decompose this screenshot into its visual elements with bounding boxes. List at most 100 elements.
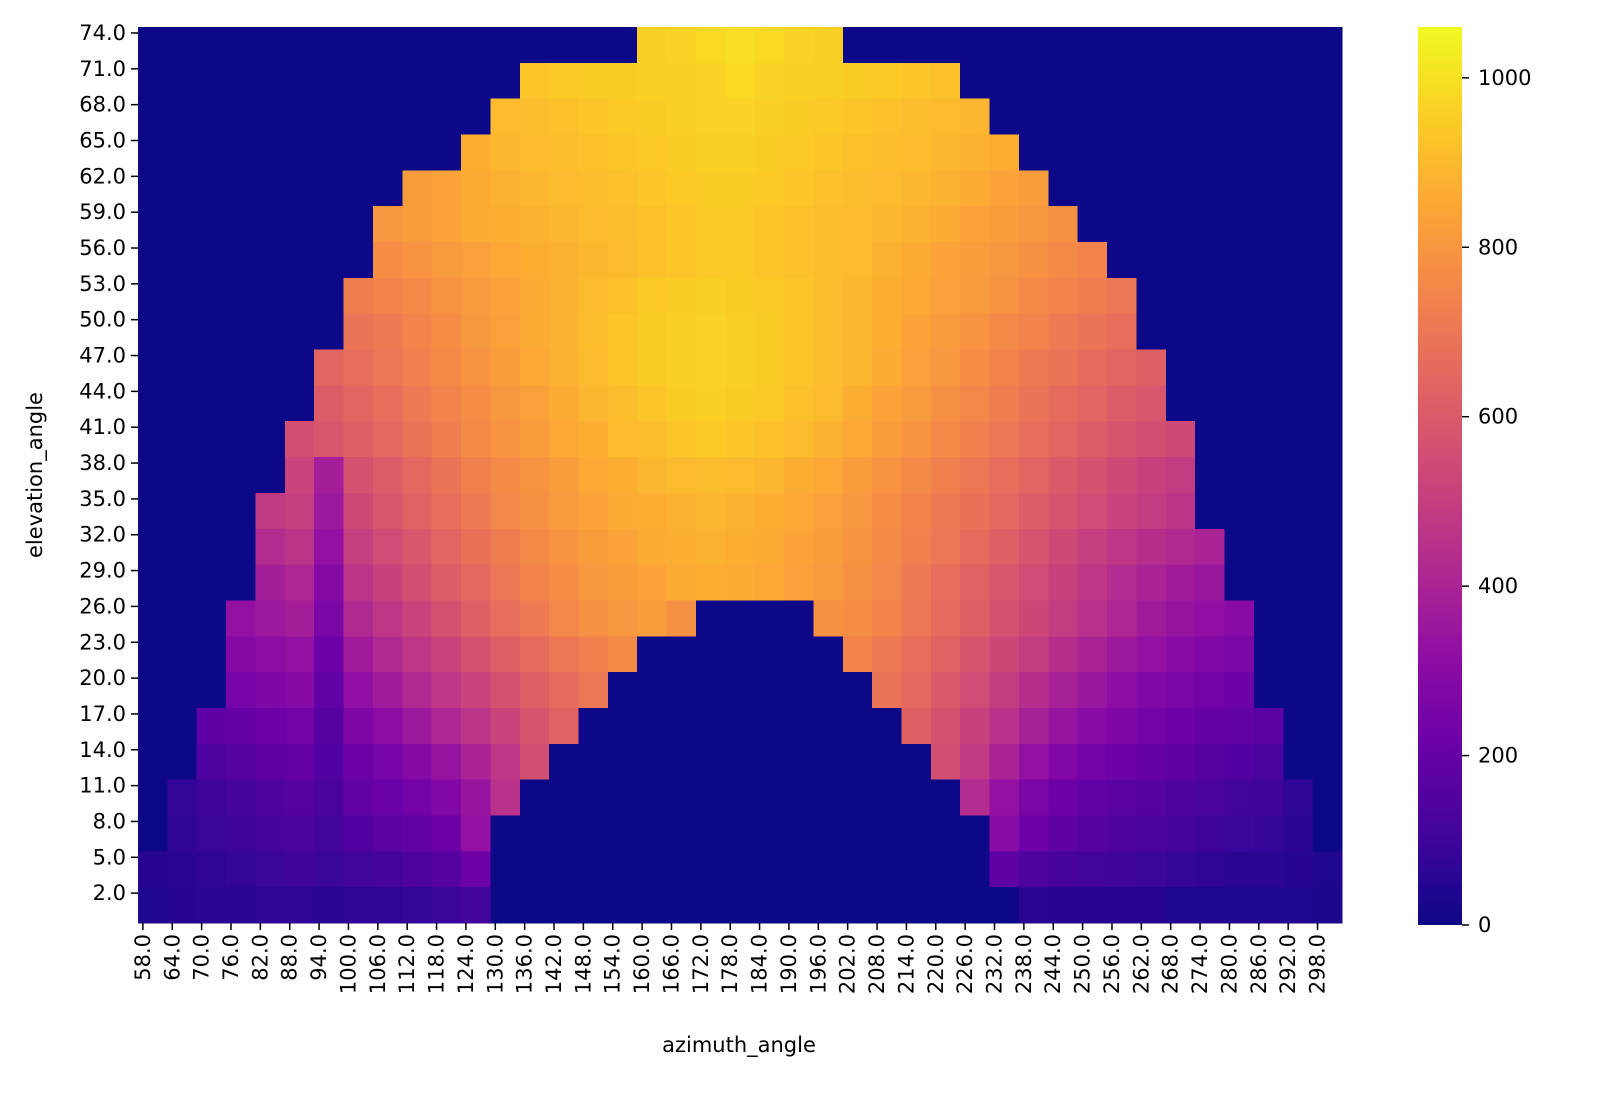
heatmap-cell — [284, 779, 315, 817]
heatmap-cell — [1107, 242, 1138, 279]
heatmap-cell — [989, 851, 1020, 888]
heatmap-cell — [1312, 349, 1343, 386]
heatmap-cell — [1107, 564, 1138, 602]
heatmap-cell — [725, 600, 756, 637]
heatmap-cell — [637, 242, 668, 279]
colorbar-tick-label: 400 — [1478, 574, 1518, 598]
heatmap-cell — [1077, 457, 1108, 494]
heatmap-cell — [1253, 62, 1284, 100]
heatmap-cell — [1224, 528, 1255, 566]
heatmap-cell — [1312, 815, 1343, 852]
heatmap-cell — [314, 492, 345, 530]
x-tick-label: 142.0 — [542, 934, 566, 994]
heatmap-cell — [725, 564, 756, 602]
x-tick-label: 274.0 — [1188, 934, 1212, 994]
heatmap-cell — [1018, 779, 1049, 817]
heatmap-cell — [519, 313, 550, 351]
x-tick-label: 148.0 — [571, 934, 595, 994]
heatmap-cell — [1224, 98, 1255, 136]
heatmap-cell — [1253, 206, 1284, 243]
heatmap-cell — [1165, 779, 1196, 817]
heatmap-cell — [842, 600, 873, 637]
heatmap-cell — [138, 600, 168, 637]
heatmap-cell — [842, 636, 873, 673]
heatmap-cell — [461, 277, 491, 315]
heatmap-cell — [725, 743, 756, 781]
heatmap-cell — [1165, 134, 1196, 171]
heatmap-cell — [343, 170, 374, 207]
heatmap-cell — [754, 134, 785, 171]
heatmap-cell — [431, 528, 462, 566]
heatmap-cell — [1018, 134, 1049, 171]
heatmap-cell — [1077, 242, 1108, 279]
heatmap-cell — [1048, 815, 1079, 852]
heatmap-cell — [960, 349, 991, 386]
heatmap-cell — [255, 385, 286, 422]
heatmap-cell — [666, 27, 697, 64]
heatmap-cell — [842, 421, 873, 458]
heatmap-cell — [284, 636, 315, 673]
heatmap-cell — [607, 62, 638, 100]
x-tick-label: 256.0 — [1100, 934, 1124, 994]
heatmap-cell — [314, 98, 345, 136]
heatmap-cell — [490, 170, 521, 207]
heatmap-cell — [813, 887, 844, 924]
heatmap-cell — [196, 743, 227, 781]
heatmap-cell — [1136, 170, 1167, 207]
heatmap-cell — [1224, 421, 1255, 458]
heatmap-cell — [872, 313, 903, 351]
heatmap-cell — [578, 242, 609, 279]
heatmap-cell — [1165, 349, 1196, 386]
heatmap-cell — [1018, 492, 1049, 530]
heatmap-cell — [1224, 851, 1255, 888]
heatmap-cell — [842, 779, 873, 817]
heatmap-cell — [754, 600, 785, 637]
heatmap-cell — [1312, 385, 1343, 422]
heatmap-cell — [607, 528, 638, 566]
heatmap-cell — [1253, 707, 1284, 745]
heatmap-cell — [901, 134, 932, 171]
heatmap-cell — [901, 851, 932, 888]
heatmap-cell — [607, 313, 638, 351]
heatmap-cell — [343, 385, 374, 422]
heatmap-cell — [1283, 134, 1314, 171]
heatmap-cell — [549, 564, 580, 602]
heatmap-cell — [989, 242, 1020, 279]
heatmap-cell — [989, 206, 1020, 243]
heatmap-cell — [637, 528, 668, 566]
heatmap-cell — [813, 277, 844, 315]
heatmap-cell — [901, 636, 932, 673]
heatmap-cell — [226, 528, 257, 566]
heatmap-cell — [1018, 62, 1049, 100]
heatmap-cell — [196, 457, 227, 494]
heatmap-cell — [196, 779, 227, 817]
heatmap-cell — [372, 242, 403, 279]
heatmap-cell — [490, 779, 521, 817]
x-tick-label: 82.0 — [248, 934, 272, 981]
heatmap-cell — [1165, 62, 1196, 100]
heatmap-cell — [960, 600, 991, 637]
heatmap-cell — [1165, 457, 1196, 494]
heatmap-cell — [1136, 636, 1167, 673]
heatmap-cell — [138, 851, 168, 888]
heatmap-cell — [1165, 313, 1196, 351]
heatmap-cell — [402, 349, 433, 386]
heatmap-cell — [138, 421, 168, 458]
heatmap-cell — [666, 815, 697, 852]
heatmap-cell — [637, 672, 668, 709]
x-tick-label: 232.0 — [983, 934, 1007, 994]
heatmap-cell — [196, 707, 227, 745]
heatmap-cell — [461, 743, 491, 781]
heatmap-cell — [872, 528, 903, 566]
heatmap-cell — [1077, 421, 1108, 458]
heatmap-cell — [666, 672, 697, 709]
x-tick-label: 292.0 — [1276, 934, 1300, 994]
heatmap-cell — [578, 887, 609, 924]
heatmap-cell — [1312, 600, 1343, 637]
heatmap-cell — [784, 672, 815, 709]
heatmap-cell — [226, 600, 257, 637]
heatmap-cell — [314, 528, 345, 566]
heatmap-cell — [1107, 349, 1138, 386]
heatmap-cell — [1048, 385, 1079, 422]
heatmap-cell — [519, 277, 550, 315]
